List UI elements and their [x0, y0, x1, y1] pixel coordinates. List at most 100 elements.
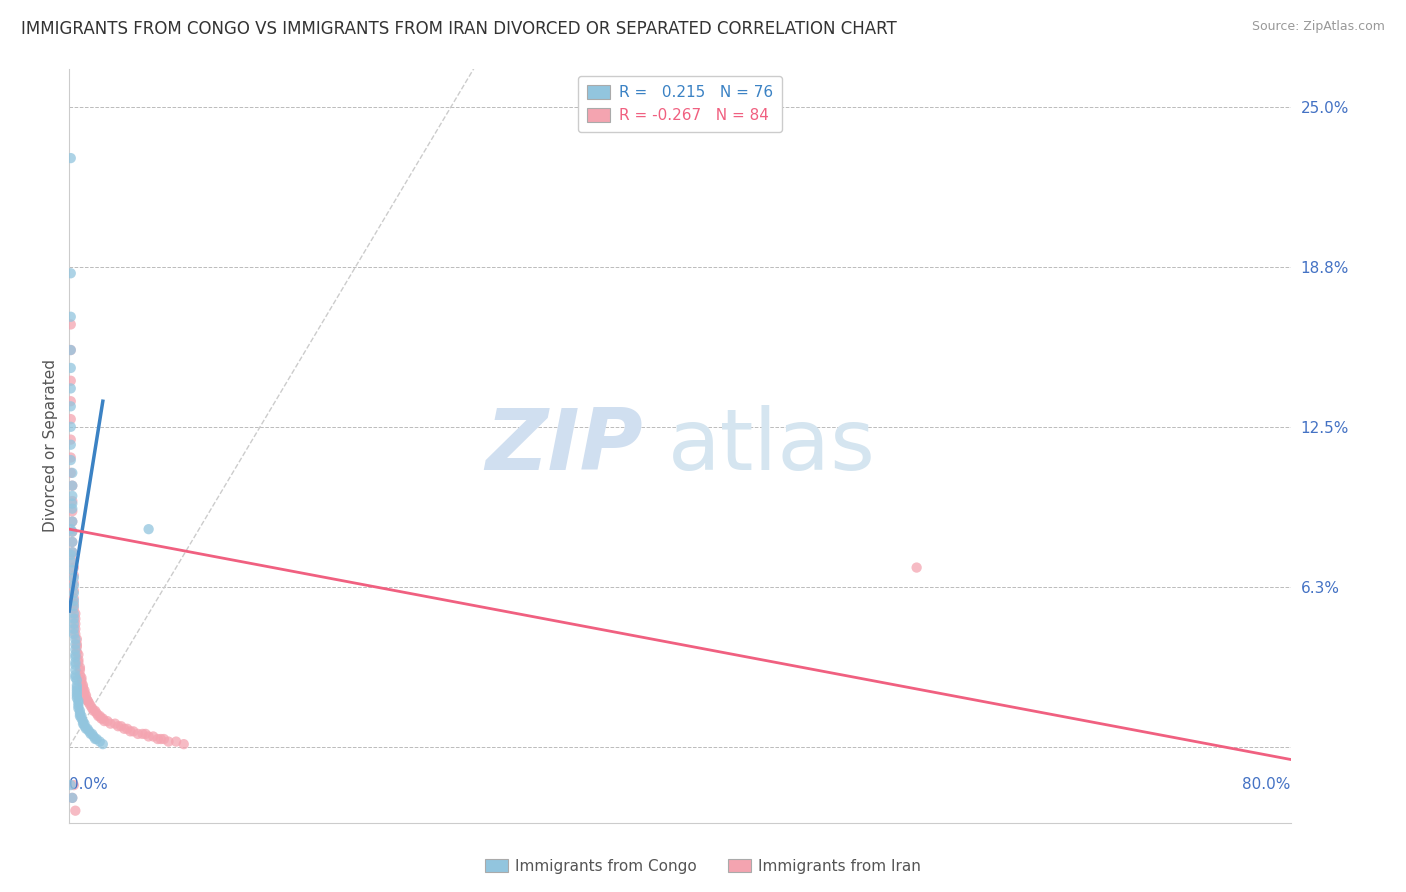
Point: [65, 663, 87, 677]
Point: [62, 560, 84, 574]
Point: [60, 535, 83, 549]
Point: [65, 657, 87, 672]
Point: [120, 724, 142, 739]
Point: [69, 668, 91, 682]
Point: [59, 343, 82, 357]
Point: [60, 478, 83, 492]
Point: [66, 632, 89, 647]
Point: [65, 637, 87, 651]
Point: [138, 730, 160, 744]
Point: [73, 683, 96, 698]
Point: [60, 478, 83, 492]
Point: [65, 612, 87, 626]
Text: atlas: atlas: [668, 404, 876, 488]
Point: [165, 734, 187, 748]
Legend: R =   0.215   N = 76, R = -0.267   N = 84: R = 0.215 N = 76, R = -0.267 N = 84: [578, 76, 782, 132]
Point: [60, 556, 83, 570]
Point: [65, 650, 87, 665]
Point: [82, 701, 104, 715]
Point: [60, 489, 83, 503]
Point: [62, 596, 84, 610]
Point: [59, 310, 82, 324]
Point: [66, 689, 89, 703]
Point: [75, 689, 97, 703]
Point: [62, 622, 84, 636]
Point: [96, 714, 118, 728]
Point: [59, 450, 82, 465]
Point: [76, 722, 98, 736]
Point: [62, 578, 84, 592]
Point: [70, 671, 93, 685]
Point: [66, 686, 89, 700]
Point: [73, 719, 96, 733]
Point: [79, 727, 101, 741]
Text: Source: ZipAtlas.com: Source: ZipAtlas.com: [1251, 20, 1385, 33]
Point: [65, 632, 87, 647]
Point: [59, 433, 82, 447]
Point: [59, 438, 82, 452]
Point: [59, 374, 82, 388]
Point: [69, 706, 91, 721]
Point: [83, 704, 105, 718]
Point: [60, 790, 83, 805]
Point: [60, 524, 83, 539]
Point: [62, 583, 84, 598]
Point: [70, 709, 93, 723]
Point: [153, 732, 176, 747]
Point: [75, 691, 97, 706]
Point: [60, 563, 83, 577]
Point: [135, 727, 157, 741]
Point: [73, 716, 96, 731]
Point: [59, 466, 82, 480]
Point: [59, 400, 82, 414]
Point: [66, 691, 89, 706]
Point: [62, 616, 84, 631]
Point: [62, 568, 84, 582]
Point: [89, 709, 111, 723]
Point: [67, 693, 90, 707]
Point: [62, 586, 84, 600]
Point: [66, 645, 89, 659]
Point: [60, 497, 83, 511]
Point: [60, 466, 83, 480]
Point: [73, 686, 96, 700]
Point: [157, 734, 180, 748]
Point: [65, 616, 87, 631]
Point: [905, 560, 928, 574]
Point: [69, 709, 91, 723]
Point: [86, 706, 108, 721]
Point: [67, 698, 90, 713]
Point: [67, 701, 90, 715]
Point: [77, 724, 100, 739]
Point: [65, 804, 87, 818]
Text: 80.0%: 80.0%: [1243, 777, 1291, 792]
Point: [91, 737, 114, 751]
Point: [59, 394, 82, 409]
Point: [65, 642, 87, 657]
Point: [107, 719, 129, 733]
Point: [66, 637, 89, 651]
Point: [59, 548, 82, 562]
Point: [110, 719, 132, 733]
Point: [62, 778, 84, 792]
Point: [60, 524, 83, 539]
Point: [72, 678, 94, 692]
Point: [127, 727, 149, 741]
Point: [60, 494, 83, 508]
Point: [142, 730, 165, 744]
Point: [70, 675, 93, 690]
Legend: Immigrants from Congo, Immigrants from Iran: Immigrants from Congo, Immigrants from I…: [479, 853, 927, 880]
Point: [69, 663, 91, 677]
Point: [59, 381, 82, 395]
Point: [59, 419, 82, 434]
Point: [65, 671, 87, 685]
Point: [70, 712, 93, 726]
Point: [65, 607, 87, 621]
Point: [60, 535, 83, 549]
Point: [67, 696, 90, 710]
Point: [59, 343, 82, 357]
Point: [72, 681, 94, 695]
Point: [66, 640, 89, 654]
Point: [69, 704, 91, 718]
Point: [90, 712, 112, 726]
